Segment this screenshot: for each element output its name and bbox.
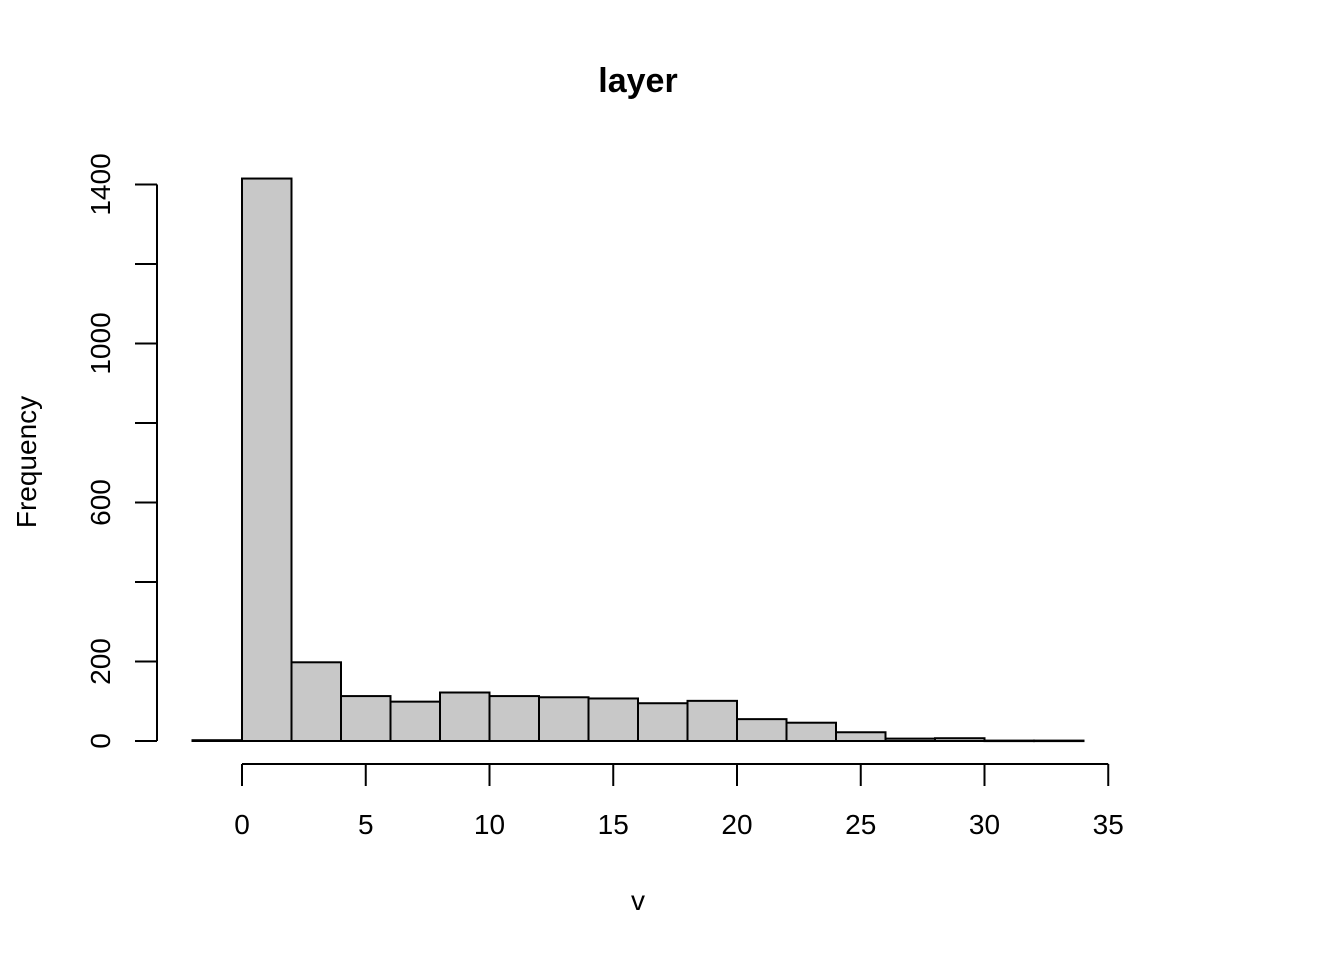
- bars-group: [191, 177, 1085, 743]
- histogram-bar: [637, 702, 689, 742]
- histogram-bar: [1033, 739, 1085, 743]
- chart-title: layer: [598, 62, 677, 100]
- y-axis-label: Frequency: [11, 396, 42, 528]
- histogram-bar: [191, 739, 243, 743]
- y-tick-label: 1400: [85, 153, 116, 215]
- histogram-bar: [983, 739, 1035, 743]
- histogram-bar: [538, 696, 590, 743]
- x-axis-label: v: [631, 885, 645, 916]
- histogram-bar: [785, 721, 837, 743]
- x-tick-label: 20: [721, 809, 752, 840]
- y-tick-label: 200: [85, 638, 116, 685]
- x-tick-label: 5: [358, 809, 374, 840]
- x-axis: 0 5 10 15 20 25 30 35: [234, 763, 1124, 840]
- histogram-bar: [241, 177, 293, 743]
- histogram-bar: [290, 661, 342, 742]
- y-axis: 0 200 600 1000 1400: [85, 153, 158, 749]
- histogram-bar: [835, 731, 887, 743]
- histogram-bar: [587, 697, 639, 743]
- histogram-bar: [884, 737, 936, 742]
- y-tick-label: 0: [85, 733, 116, 749]
- x-tick-label: 25: [845, 809, 876, 840]
- y-tick-label: 1000: [85, 312, 116, 374]
- histogram-bar: [934, 737, 986, 743]
- histogram-bar: [488, 695, 540, 743]
- histogram-bar: [340, 695, 392, 743]
- histogram-bar: [686, 699, 738, 742]
- x-tick-label: 35: [1093, 809, 1124, 840]
- x-tick-label: 15: [598, 809, 629, 840]
- histogram-bar: [439, 691, 491, 743]
- x-tick-label: 0: [234, 809, 250, 840]
- y-tick-label: 600: [85, 479, 116, 526]
- x-tick-label: 10: [474, 809, 505, 840]
- histogram-bar: [389, 700, 441, 743]
- x-tick-label: 30: [969, 809, 1000, 840]
- histogram-bar: [736, 718, 788, 743]
